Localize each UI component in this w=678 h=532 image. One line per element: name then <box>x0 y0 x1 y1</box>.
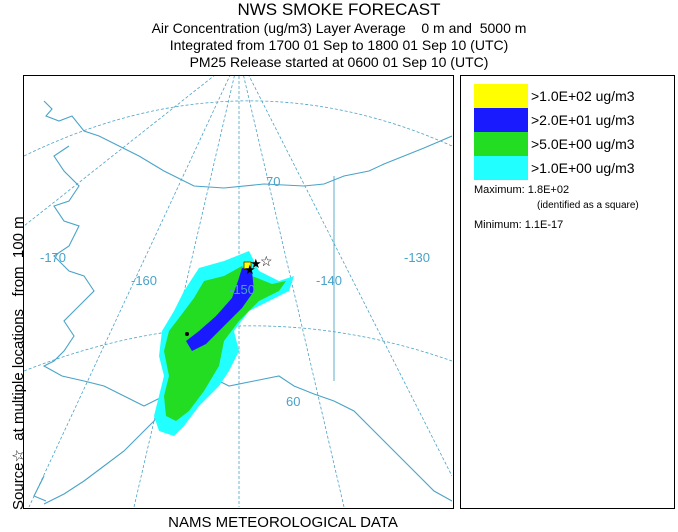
longitude-label: -150 <box>229 282 255 297</box>
legend-label: >5.0E+00 ug/m3 <box>531 136 635 152</box>
maximum-note: (identified as a square) <box>537 200 639 211</box>
longitude-label: -170 <box>40 250 66 265</box>
grid-labels: -170 -160 -150 -140 -130 70 60 <box>40 174 430 409</box>
legend-swatch <box>474 84 528 108</box>
legend-label: >1.0E+00 ug/m3 <box>531 160 635 176</box>
release-info: PM25 Release started at 0600 01 Sep 10 (… <box>189 54 489 70</box>
legend-item: >5.0E+00 ug/m3 <box>474 132 674 156</box>
concentration-description: Air Concentration (ug/m3) Layer Average … <box>151 20 527 36</box>
longitude-gridlines <box>24 76 452 507</box>
legend-item: >2.0E+01 ug/m3 <box>474 108 674 132</box>
source-markers: ★ ★ ☆ <box>244 253 273 277</box>
maximum-value: Maximum: 1.8E+02 <box>474 184 570 196</box>
longitude-label: -160 <box>131 273 157 288</box>
latitude-label: 60 <box>286 394 300 409</box>
legend-panel: >1.0E+02 ug/m3 >2.0E+01 ug/m3 >5.0E+00 u… <box>460 75 675 509</box>
legend-label: >1.0E+02 ug/m3 <box>531 88 635 104</box>
source-star-icon: ★ <box>250 256 262 271</box>
source-star-icon: ★ <box>244 262 256 277</box>
source-star-icon: ☆ <box>260 253 273 269</box>
map-canvas: ★ ★ ☆ -170 -160 -150 -140 -130 70 60 <box>24 76 452 507</box>
legend-item: >1.0E+02 ug/m3 <box>474 84 674 108</box>
map-panel: ★ ★ ☆ -170 -160 -150 -140 -130 70 60 <box>23 75 454 509</box>
integration-period: Integrated from 1700 01 Sep to 1800 01 S… <box>169 37 509 53</box>
legend-swatch <box>474 156 528 180</box>
legend-swatch <box>474 132 528 156</box>
legend-label: >2.0E+01 ug/m3 <box>531 112 635 128</box>
latitude-gridlines <box>24 100 452 372</box>
smoke-plume <box>154 251 294 436</box>
minimum-value: Minimum: 1.1E-17 <box>474 219 564 231</box>
legend-item: >1.0E+00 ug/m3 <box>474 156 674 180</box>
coastline <box>33 100 452 505</box>
forecast-title: NWS SMOKE FORECAST <box>237 0 441 19</box>
legend-swatch <box>474 108 528 132</box>
longitude-label: -130 <box>404 250 430 265</box>
data-source-label: NAMS METEOROLOGICAL DATA <box>168 514 398 531</box>
longitude-label: -140 <box>316 273 342 288</box>
latitude-label: 70 <box>266 174 280 189</box>
